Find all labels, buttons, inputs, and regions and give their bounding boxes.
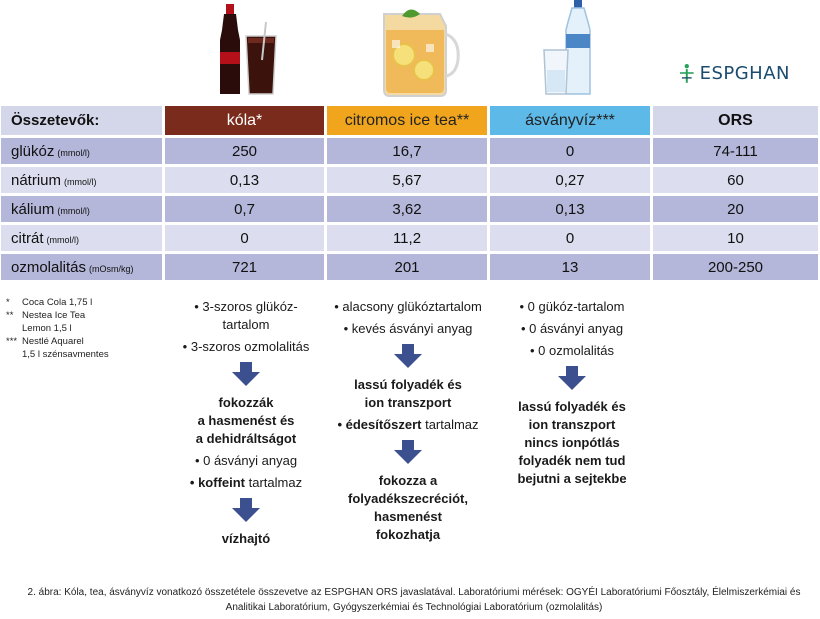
mineral-water-notes: • 0 gükóz-tartalom • 0 ásványi anyag • 0… — [490, 298, 654, 488]
tea-bullet: • alacsony glükóztartalom — [334, 299, 482, 314]
cell-value: 0,13 — [162, 167, 324, 193]
cell-value: 721 — [162, 254, 324, 280]
tea-final: fokozza a folyadékszecréciót, hasmenést … — [348, 473, 468, 542]
water-bullet: • 0 ozmolalitás — [529, 343, 615, 358]
mineral-water-picture — [538, 0, 608, 100]
cola-notes: • 3-szoros glükóz- tartalom • 3-szoros o… — [166, 298, 326, 548]
table-row: nátrium (mmol/l) 0,13 5,67 0,27 60 — [1, 167, 818, 193]
cell-value: 10 — [650, 225, 818, 251]
row-label: glükóz (mmol/l) — [1, 138, 162, 164]
cola-final: vízhajtó — [221, 531, 271, 546]
cell-value: 13 — [487, 254, 650, 280]
logo-text: ESPGHAN — [699, 62, 790, 84]
cell-value: 0 — [487, 138, 650, 164]
espghan-logo: ESPGHAN — [678, 60, 790, 86]
footnote-text: Nestea Ice Tea — [22, 310, 86, 321]
footnote-text: Lemon 1,5 l — [22, 323, 72, 334]
row-label: nátrium (mmol/l) — [1, 167, 162, 193]
arrow-down-icon — [326, 440, 490, 464]
cell-value: 3,62 — [324, 196, 487, 222]
arrow-down-icon — [166, 362, 326, 386]
cell-value: 200-250 — [650, 254, 818, 280]
cola-bullet: • 3-szoros glükóz- — [194, 299, 298, 314]
cola-picture — [210, 0, 290, 100]
cell-value: 0 — [162, 225, 324, 251]
header-ors: ORS — [650, 106, 818, 135]
cell-value: 16,7 — [324, 138, 487, 164]
footnote-text: 1,5 l szénsavmentes — [22, 349, 109, 360]
cell-value: 11,2 — [324, 225, 487, 251]
table-row: kálium (mmol/l) 0,7 3,62 0,13 20 — [1, 196, 818, 222]
footnote-mark: * — [6, 297, 10, 308]
table-header-row: Összetevők: kóla* citromos ice tea** ásv… — [1, 106, 818, 135]
cell-value: 0 — [487, 225, 650, 251]
row-label: ozmolalitás (mOsm/kg) — [1, 254, 162, 280]
header-ingredients: Összetevők: — [1, 106, 162, 135]
footnote-mark: *** — [6, 336, 18, 347]
arrow-down-icon — [166, 498, 326, 522]
footnote-mark: ** — [6, 310, 14, 321]
cola-conclusion: fokozzák a hasmenést és a dehidráltságot — [195, 395, 297, 446]
cell-value: 0,13 — [487, 196, 650, 222]
ice-tea-notes: • alacsony glükóztartalom • kevés ásvány… — [326, 298, 490, 544]
figure-caption: 2. ábra: Kóla, tea, ásványvíz vonatkozó … — [27, 587, 801, 613]
water-bullet: • 0 gükóz-tartalom — [519, 299, 625, 314]
cola-extra: • 0 ásványi anyag — [194, 453, 298, 468]
cola-extra: • koffeint tartalmaz — [189, 475, 303, 490]
composition-table: Összetevők: kóla* citromos ice tea** ásv… — [1, 103, 818, 283]
header-mineral-water: ásványvíz*** — [487, 106, 650, 135]
espghan-emblem-icon — [679, 64, 694, 83]
footnote-text: Nestlé Aquarel — [22, 336, 84, 347]
footnote-text: Coca Cola 1,75 l — [22, 297, 93, 308]
header-ice-tea: citromos ice tea** — [324, 106, 487, 135]
cell-value: 201 — [324, 254, 487, 280]
tea-conclusion: lassú folyadék és ion transzport — [354, 377, 462, 410]
table-row: citrát (mmol/l) 0 11,2 0 10 — [1, 225, 818, 251]
table-row: glükóz (mmol/l) 250 16,7 0 74-111 — [1, 138, 818, 164]
cola-bullet: tartalom — [222, 317, 270, 332]
cell-value: 5,67 — [324, 167, 487, 193]
footnote-mark — [6, 322, 22, 335]
ice-tea-picture — [362, 0, 462, 100]
header-cola: kóla* — [162, 106, 324, 135]
tea-extra: • édesítőszert tartalmaz — [337, 417, 479, 432]
row-label: citrát (mmol/l) — [1, 225, 162, 251]
table-row: ozmolalitás (mOsm/kg) 721 201 13 200-250 — [1, 254, 818, 280]
cell-value: 74-111 — [650, 138, 818, 164]
cell-value: 0,7 — [162, 196, 324, 222]
arrow-down-icon — [326, 344, 490, 368]
row-label: kálium (mmol/l) — [1, 196, 162, 222]
water-bullet: • 0 ásványi anyag — [520, 321, 624, 336]
footnote-mark — [6, 348, 22, 361]
cola-bullet: • 3-szoros ozmolalitás — [182, 339, 310, 354]
arrow-down-icon — [490, 366, 654, 390]
cell-value: 250 — [162, 138, 324, 164]
cell-value: 60 — [650, 167, 818, 193]
cell-value: 0,27 — [487, 167, 650, 193]
water-conclusion: lassú folyadék és ion transzport nincs i… — [517, 399, 627, 486]
tea-bullet: • kevés ásványi anyag — [343, 321, 473, 336]
cell-value: 20 — [650, 196, 818, 222]
footnotes: * Coca Cola 1,75 l ** Nestea Ice Tea Lemon… — [6, 296, 109, 361]
